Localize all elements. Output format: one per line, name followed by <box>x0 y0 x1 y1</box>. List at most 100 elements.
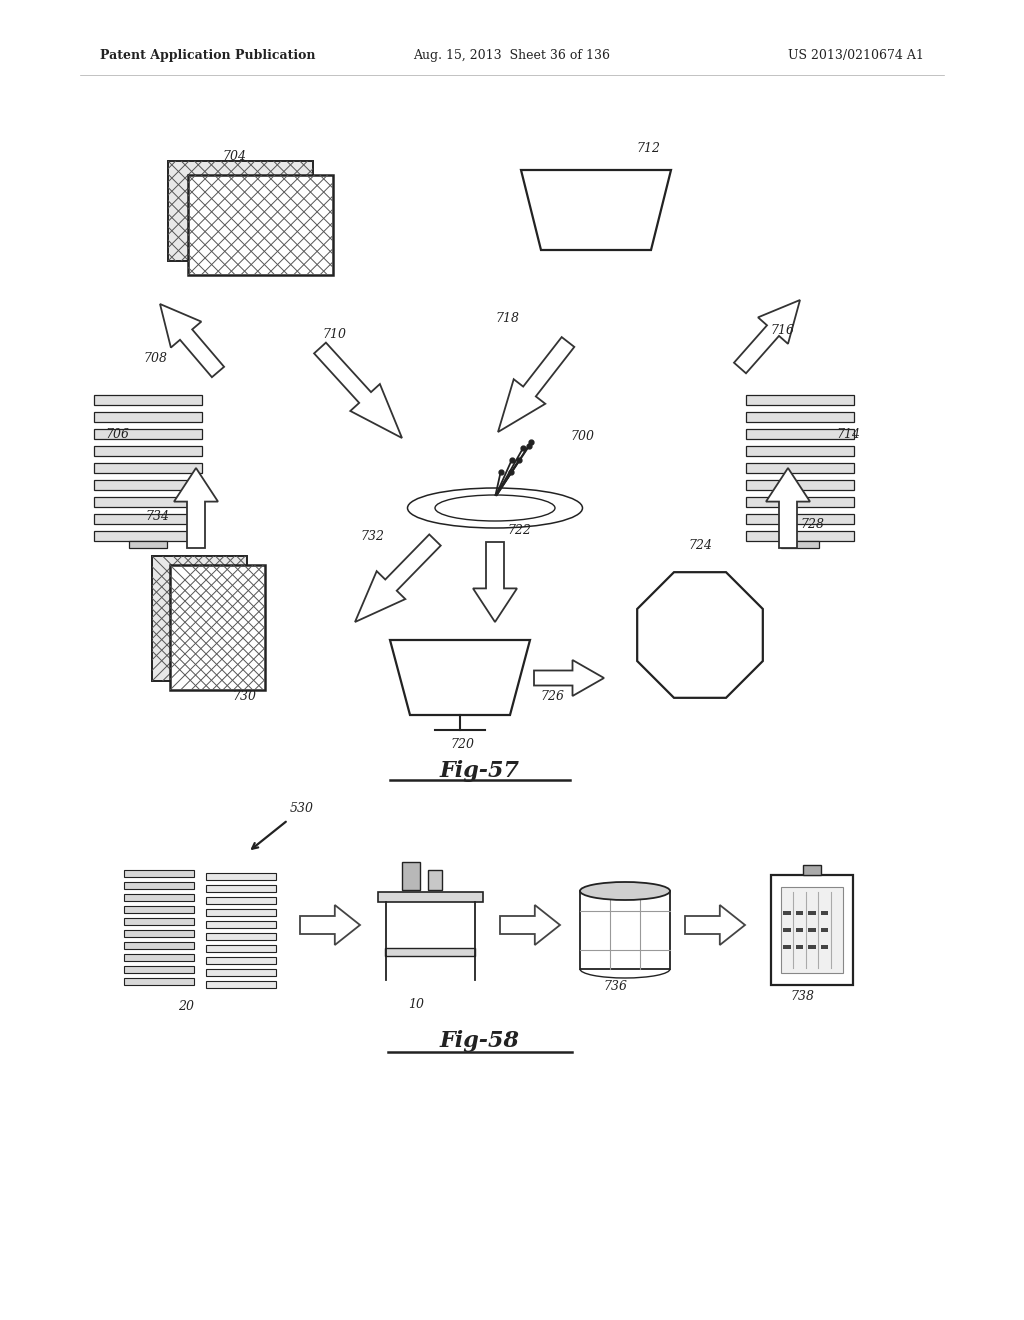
FancyBboxPatch shape <box>152 556 247 681</box>
FancyBboxPatch shape <box>746 498 854 507</box>
FancyBboxPatch shape <box>378 892 482 902</box>
FancyBboxPatch shape <box>746 395 854 405</box>
Bar <box>188 176 333 275</box>
FancyBboxPatch shape <box>820 911 828 915</box>
Polygon shape <box>160 304 224 378</box>
Text: 720: 720 <box>450 738 474 751</box>
FancyBboxPatch shape <box>820 928 828 932</box>
FancyBboxPatch shape <box>94 513 202 524</box>
Polygon shape <box>637 572 763 698</box>
FancyBboxPatch shape <box>771 875 853 985</box>
FancyBboxPatch shape <box>94 531 202 541</box>
FancyBboxPatch shape <box>783 945 791 949</box>
FancyBboxPatch shape <box>124 906 194 913</box>
Polygon shape <box>314 343 402 438</box>
FancyBboxPatch shape <box>124 882 194 888</box>
FancyBboxPatch shape <box>746 429 854 440</box>
FancyBboxPatch shape <box>94 446 202 455</box>
Bar <box>168 161 313 261</box>
Text: 712: 712 <box>636 143 660 154</box>
Ellipse shape <box>580 882 670 900</box>
FancyBboxPatch shape <box>168 161 313 261</box>
FancyBboxPatch shape <box>170 565 265 690</box>
FancyBboxPatch shape <box>746 513 854 524</box>
Polygon shape <box>355 535 440 622</box>
FancyBboxPatch shape <box>129 541 167 548</box>
Text: 716: 716 <box>770 323 794 337</box>
FancyBboxPatch shape <box>124 954 194 961</box>
Polygon shape <box>534 660 604 696</box>
Polygon shape <box>734 300 800 374</box>
Text: 20: 20 <box>178 1001 194 1012</box>
FancyBboxPatch shape <box>746 446 854 455</box>
FancyBboxPatch shape <box>124 966 194 973</box>
Polygon shape <box>766 469 810 548</box>
FancyBboxPatch shape <box>206 969 276 975</box>
Text: 530: 530 <box>290 803 314 814</box>
FancyBboxPatch shape <box>124 870 194 876</box>
FancyBboxPatch shape <box>206 921 276 928</box>
FancyBboxPatch shape <box>206 898 276 904</box>
FancyBboxPatch shape <box>746 463 854 473</box>
Polygon shape <box>498 337 574 432</box>
Polygon shape <box>300 906 360 945</box>
FancyBboxPatch shape <box>783 911 791 915</box>
FancyBboxPatch shape <box>94 498 202 507</box>
FancyBboxPatch shape <box>206 957 276 964</box>
FancyBboxPatch shape <box>206 884 276 892</box>
FancyBboxPatch shape <box>580 891 670 969</box>
Text: US 2013/0210674 A1: US 2013/0210674 A1 <box>788 49 924 62</box>
Text: 722: 722 <box>507 524 531 537</box>
FancyBboxPatch shape <box>796 928 803 932</box>
Text: 728: 728 <box>800 517 824 531</box>
Text: 718: 718 <box>495 312 519 325</box>
Polygon shape <box>685 906 745 945</box>
FancyBboxPatch shape <box>206 945 276 952</box>
Polygon shape <box>473 543 517 622</box>
FancyBboxPatch shape <box>783 928 791 932</box>
Text: 714: 714 <box>836 428 860 441</box>
FancyBboxPatch shape <box>94 463 202 473</box>
Polygon shape <box>390 640 530 715</box>
Text: 734: 734 <box>145 510 169 523</box>
Text: 704: 704 <box>222 150 246 162</box>
Text: 738: 738 <box>790 990 814 1003</box>
FancyBboxPatch shape <box>808 928 816 932</box>
FancyBboxPatch shape <box>188 176 333 275</box>
FancyBboxPatch shape <box>746 412 854 422</box>
FancyBboxPatch shape <box>206 981 276 987</box>
Text: 710: 710 <box>322 327 346 341</box>
Polygon shape <box>500 906 560 945</box>
Text: 732: 732 <box>360 531 384 543</box>
FancyBboxPatch shape <box>124 978 194 985</box>
FancyBboxPatch shape <box>808 945 816 949</box>
FancyBboxPatch shape <box>385 948 475 956</box>
FancyBboxPatch shape <box>781 887 843 973</box>
Text: 700: 700 <box>570 430 594 444</box>
FancyBboxPatch shape <box>124 917 194 925</box>
FancyBboxPatch shape <box>206 873 276 880</box>
FancyBboxPatch shape <box>94 429 202 440</box>
Text: 10: 10 <box>408 998 424 1011</box>
Text: Aug. 15, 2013  Sheet 36 of 136: Aug. 15, 2013 Sheet 36 of 136 <box>414 49 610 62</box>
Text: 730: 730 <box>232 690 256 704</box>
FancyBboxPatch shape <box>124 894 194 902</box>
FancyBboxPatch shape <box>94 395 202 405</box>
FancyBboxPatch shape <box>206 909 276 916</box>
Bar <box>170 565 265 690</box>
FancyBboxPatch shape <box>796 911 803 915</box>
Text: 708: 708 <box>143 352 167 366</box>
FancyBboxPatch shape <box>402 862 420 890</box>
Text: 736: 736 <box>603 979 627 993</box>
Bar <box>152 556 247 681</box>
FancyBboxPatch shape <box>781 541 819 548</box>
Polygon shape <box>174 469 218 548</box>
Text: Fig-58: Fig-58 <box>440 1030 520 1052</box>
FancyBboxPatch shape <box>746 480 854 490</box>
FancyBboxPatch shape <box>746 531 854 541</box>
FancyBboxPatch shape <box>803 865 821 875</box>
FancyBboxPatch shape <box>820 945 828 949</box>
FancyBboxPatch shape <box>428 870 442 890</box>
Polygon shape <box>521 170 671 249</box>
FancyBboxPatch shape <box>796 945 803 949</box>
